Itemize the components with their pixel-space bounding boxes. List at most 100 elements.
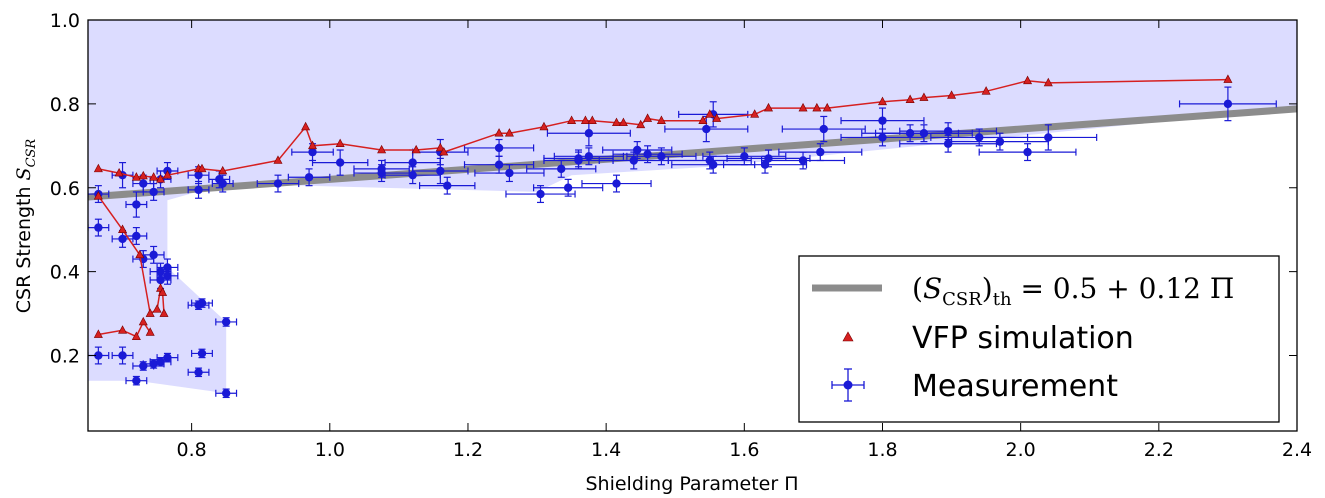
measurement-point-35 — [291, 143, 334, 162]
measurement-marker-1 — [94, 223, 103, 232]
measurement-point-79 — [1178, 86, 1277, 122]
simulation-marker-upper-21 — [567, 115, 577, 124]
simulation-marker-lower-0 — [93, 329, 103, 338]
simulation-marker-upper-42 — [1023, 75, 1033, 85]
measurement-marker-27 — [197, 298, 207, 308]
measurement-point-45 — [463, 155, 535, 174]
simulation-marker-upper-27 — [643, 113, 653, 122]
simulation-marker-upper-17 — [439, 146, 449, 156]
measurement-marker-47 — [536, 189, 545, 199]
measurement-point-6 — [125, 191, 148, 218]
measurement-marker-12 — [149, 187, 158, 197]
simulation-marker-upper-25 — [618, 117, 628, 127]
measurement-marker-73 — [943, 126, 953, 136]
measurement-point-77 — [978, 143, 1077, 162]
simulation-marker-upper-6 — [162, 170, 172, 179]
measurement-point-46 — [474, 164, 545, 183]
measurement-marker-28 — [197, 349, 207, 358]
measurement-marker-54 — [612, 179, 621, 188]
y-tick-label-2: 0.6 — [50, 178, 80, 200]
measurement-point-78 — [999, 124, 1098, 151]
measurement-marker-65 — [764, 154, 773, 163]
measurement-point-33 — [256, 174, 300, 193]
legend: (SCSR)th = 0.5 + 0.12 Π VFP simulation M… — [798, 255, 1280, 423]
simulation-marker-upper-29 — [698, 115, 708, 124]
measurement-marker-72 — [919, 129, 929, 138]
measurement-marker-39 — [408, 158, 417, 167]
measurement-point-1 — [88, 218, 110, 237]
measurement-point-12 — [142, 182, 165, 201]
x-tick-label-5: 1.8 — [867, 439, 897, 461]
measurement-point-42 — [412, 157, 469, 185]
measurement-marker-5 — [118, 351, 127, 360]
measurement-point-26 — [187, 367, 210, 378]
y-tick-label-0: 0.2 — [50, 346, 80, 368]
threshold-line — [88, 105, 1297, 201]
simulation-marker-upper-22 — [580, 115, 590, 124]
measurement-point-44 — [463, 138, 535, 157]
measurement-marker-38 — [377, 164, 386, 174]
measurement-point-5 — [111, 346, 134, 365]
measurement-marker-52 — [584, 129, 594, 138]
x-tick-label-7: 2.2 — [1144, 439, 1174, 461]
y-axis-label-main: CSR Strength — [13, 186, 35, 313]
measurement-marker-57 — [643, 150, 652, 159]
simulation-marker-upper-12 — [308, 140, 318, 150]
measurement-marker-44 — [494, 143, 504, 153]
simulation-marker-upper-15 — [411, 144, 421, 154]
measurement-point-76 — [950, 132, 1049, 151]
measurement-point-52 — [546, 120, 631, 147]
x-tick-label-3: 1.4 — [591, 439, 621, 461]
measurement-marker-30 — [218, 179, 227, 188]
measurement-point-28 — [191, 348, 213, 359]
measurement-point-47 — [505, 185, 576, 204]
measurement-marker-43 — [443, 181, 452, 190]
simulation-marker-upper-9 — [218, 165, 228, 175]
measurement-marker-9 — [139, 179, 148, 188]
measurement-point-74 — [899, 134, 998, 153]
simulation-marker-upper-4 — [149, 172, 159, 181]
measurement-point-2 — [88, 346, 110, 365]
measurement-point-43 — [419, 176, 476, 195]
measurement-marker-48 — [557, 164, 566, 174]
simulation-marker-upper-39 — [919, 92, 929, 101]
simulation-marker-lower-4 — [145, 327, 155, 336]
x-tick-label-4: 1.6 — [729, 439, 759, 461]
simulation-marker-upper-40 — [947, 90, 957, 99]
simulation-marker-upper-2 — [131, 172, 141, 181]
measurement-marker-40 — [408, 170, 417, 180]
measurement-marker-42 — [436, 166, 445, 176]
measurement-marker-58 — [657, 152, 666, 161]
measurement-point-67 — [778, 143, 863, 162]
x-axis-label: Shielding Parameter Π — [585, 473, 798, 495]
y-tick-label-3: 0.8 — [50, 94, 80, 116]
measurement-marker-69 — [878, 116, 887, 125]
simulation-marker-upper-28 — [656, 115, 666, 124]
measurement-point-21 — [156, 266, 179, 285]
simulation-marker-upper-35 — [812, 102, 822, 112]
measurement-marker-17 — [156, 275, 165, 285]
measurement-marker-59 — [702, 124, 711, 134]
simulation-marker-upper-30 — [705, 109, 715, 118]
x-tick-label-0: 0.8 — [177, 439, 207, 461]
simulation-marker-upper-14 — [377, 144, 387, 154]
simulation-marker-middle-2 — [135, 249, 145, 259]
measurement-marker-34 — [304, 173, 314, 182]
simulation-marker-upper-24 — [612, 117, 622, 127]
measurement-point-49 — [533, 178, 604, 197]
simulation-marker-middle-7 — [159, 308, 169, 317]
measurement-marker-77 — [1023, 147, 1032, 157]
measurement-marker-75 — [975, 133, 984, 142]
measurement-marker-78 — [1044, 133, 1053, 142]
measurement-marker-31 — [221, 317, 231, 327]
y-tick-label-1: 0.4 — [50, 262, 80, 284]
x-tick-label-6: 2.0 — [1006, 439, 1036, 461]
x-tick-label-8: 2.4 — [1282, 439, 1312, 461]
measurement-marker-6 — [132, 200, 141, 209]
measurement-marker-46 — [505, 168, 514, 178]
measurement-point-40 — [384, 166, 441, 185]
measurement-marker-21 — [163, 271, 172, 281]
simulation-marker-upper-36 — [822, 102, 832, 112]
measurement-marker-24 — [194, 185, 203, 195]
simulation-marker-upper-20 — [539, 121, 549, 131]
